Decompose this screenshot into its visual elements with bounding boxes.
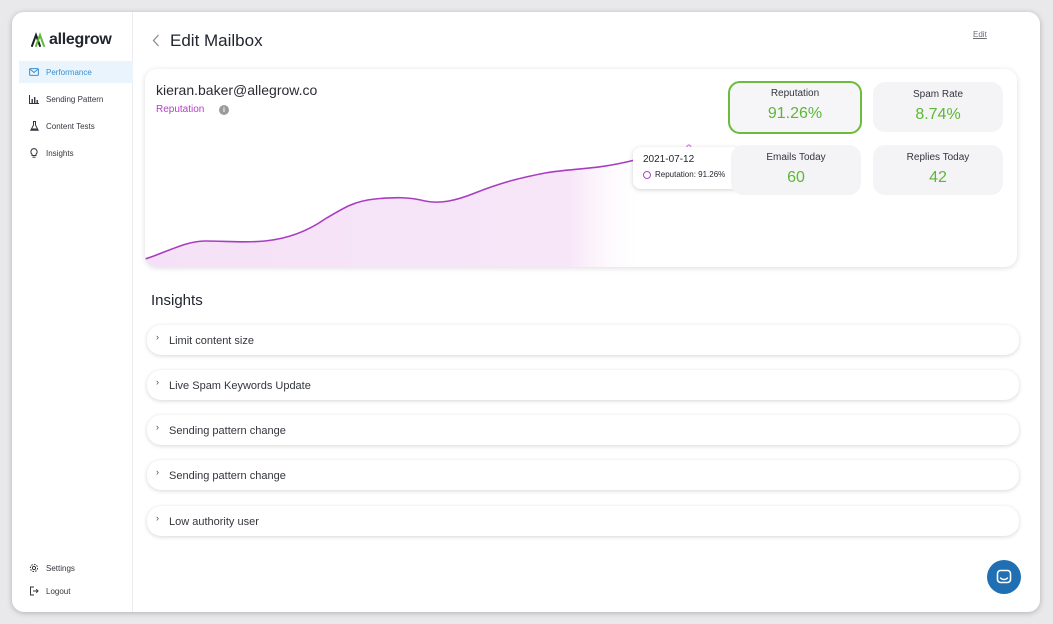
- stat-label: Reputation: [770, 88, 820, 99]
- insight-item[interactable]: › Sending pattern change: [147, 460, 1019, 490]
- chevron-right-icon: ›: [156, 513, 159, 523]
- tooltip-value: Reputation: 91.26%: [655, 170, 726, 179]
- metric-label[interactable]: Reputation: [156, 104, 205, 115]
- stat-emails-today[interactable]: Emails Today 60: [731, 145, 861, 195]
- bar-chart-icon: [29, 94, 39, 104]
- stat-value: 60: [787, 169, 805, 186]
- stat-value: 42: [929, 169, 947, 186]
- insight-label: Sending pattern change: [169, 425, 286, 437]
- series-marker-icon: [643, 170, 651, 179]
- sidebar-item-label: Performance: [46, 67, 92, 77]
- mail-icon: [29, 67, 39, 77]
- insight-item[interactable]: › Live Spam Keywords Update: [147, 370, 1019, 400]
- insight-label: Low authority user: [169, 516, 259, 528]
- sidebar-item-label: Insights: [46, 148, 74, 158]
- chart-line: [145, 157, 646, 260]
- chat-icon: [996, 569, 1012, 584]
- back-button[interactable]: [149, 32, 163, 48]
- logo[interactable]: allegrow: [30, 30, 112, 50]
- chevron-right-icon: ›: [156, 467, 159, 477]
- stat-label: Replies Today: [906, 152, 970, 163]
- sidebar-item-settings[interactable]: Settings: [19, 557, 133, 579]
- stat-label: Spam Rate: [912, 89, 964, 100]
- insight-label: Sending pattern change: [169, 470, 286, 482]
- page-title: Edit Mailbox: [170, 31, 263, 50]
- insights-heading: Insights: [151, 292, 203, 309]
- chart-area: [145, 158, 645, 267]
- sidebar: allegrow Performance Sending Pattern Con…: [19, 12, 133, 612]
- sidebar-item-label: Content Tests: [46, 121, 95, 131]
- flask-icon: [29, 121, 39, 131]
- info-icon[interactable]: i: [219, 105, 229, 115]
- chevron-left-icon: [152, 34, 159, 46]
- sidebar-item-sending-pattern[interactable]: Sending Pattern: [19, 88, 133, 110]
- insight-label: Live Spam Keywords Update: [169, 380, 311, 392]
- sidebar-item-insights[interactable]: Insights: [19, 142, 133, 164]
- performance-card: kieran.baker@allegrow.co Reputation i 20…: [145, 69, 1017, 267]
- mailbox-email: kieran.baker@allegrow.co: [156, 82, 318, 98]
- stat-reputation[interactable]: Reputation 91.26%: [728, 81, 862, 134]
- app-window: allegrow Performance Sending Pattern Con…: [12, 12, 1040, 612]
- logout-icon: [29, 586, 39, 596]
- insight-item[interactable]: › Low authority user: [147, 506, 1019, 536]
- stat-value: 91.26%: [767, 105, 823, 122]
- sidebar-item-content-tests[interactable]: Content Tests: [19, 115, 133, 137]
- sidebar-item-performance[interactable]: Performance: [19, 61, 133, 83]
- sidebar-item-label: Logout: [46, 586, 71, 596]
- tooltip-date: 2021-07-12: [643, 154, 695, 165]
- tooltip-row: Reputation: 91.26%: [643, 170, 731, 179]
- edit-link[interactable]: Edit: [973, 30, 987, 39]
- allegrow-logo-icon: [31, 32, 45, 47]
- logo-text: allegrow: [49, 31, 112, 48]
- stat-label: Emails Today: [766, 152, 826, 163]
- insight-item[interactable]: › Limit content size: [147, 325, 1019, 355]
- sidebar-item-logout[interactable]: Logout: [19, 580, 133, 602]
- chart-tooltip: 2021-07-12 Reputation: 91.26%: [633, 147, 741, 189]
- sidebar-item-label: Settings: [46, 563, 75, 573]
- chevron-right-icon: ›: [156, 332, 159, 342]
- stat-value: 8.74%: [915, 106, 961, 123]
- stat-spam-rate[interactable]: Spam Rate 8.74%: [873, 82, 1003, 132]
- stat-replies-today[interactable]: Replies Today 42: [873, 145, 1003, 195]
- chat-button[interactable]: [987, 560, 1021, 594]
- lightbulb-icon: [29, 148, 39, 158]
- insight-item[interactable]: › Sending pattern change: [147, 415, 1019, 445]
- sidebar-item-label: Sending Pattern: [46, 94, 104, 104]
- insight-label: Limit content size: [169, 335, 254, 347]
- gear-icon: [29, 563, 39, 573]
- chevron-right-icon: ›: [156, 377, 159, 387]
- chevron-right-icon: ›: [156, 422, 159, 432]
